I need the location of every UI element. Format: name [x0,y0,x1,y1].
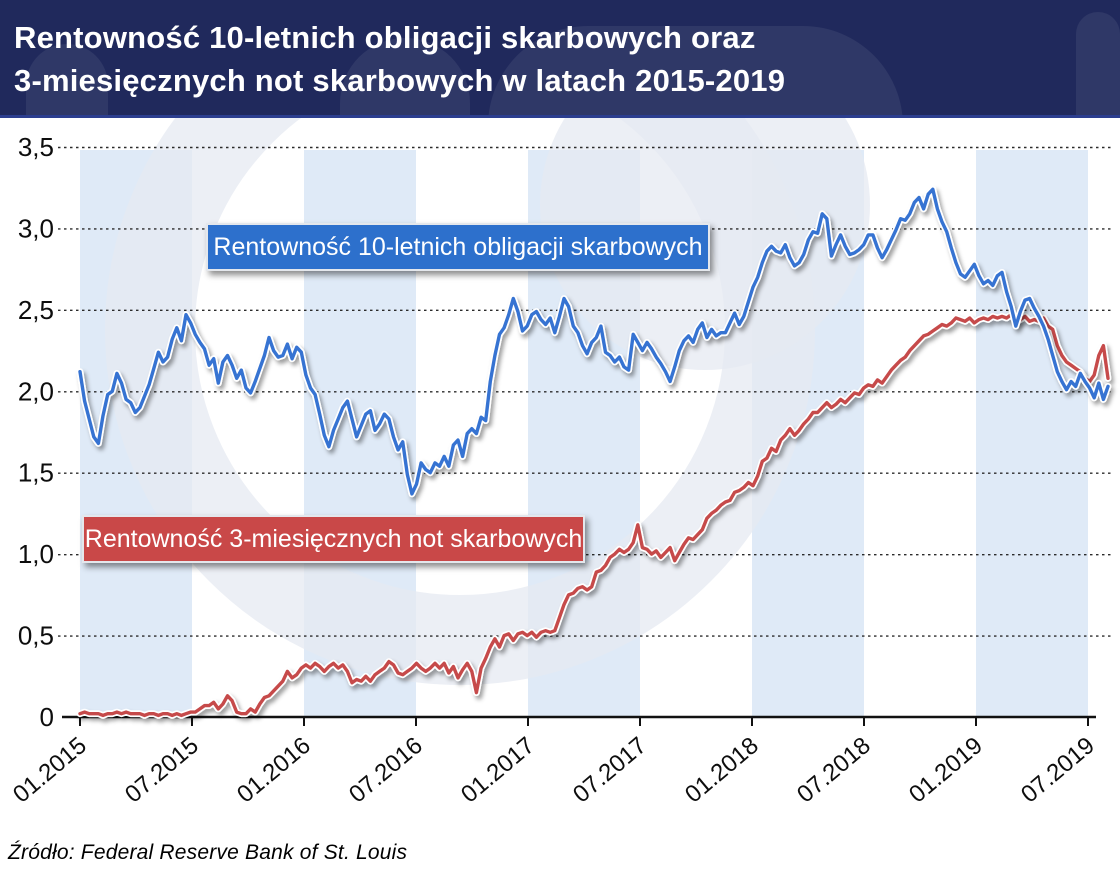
legend-3m-notes: Rentowność 3-miesięcznych not skarbowych [82,515,585,563]
page-title-line-2: 3-miesięcznych not skarbowych w latach 2… [14,63,786,98]
x-tick-label: 07.2018 [792,732,876,808]
y-tick-label: 2,0 [18,376,54,406]
y-tick-label: 2,5 [18,295,54,325]
header-watermark-shape [1076,12,1120,115]
y-tick-label: 1,0 [18,539,54,569]
stripe-band [976,150,1088,717]
y-tick-label: 0 [40,702,54,732]
x-tick-label: 01.2015 [8,732,92,808]
x-tick-label: 07.2016 [344,732,428,808]
y-tick-label: 0,5 [18,621,54,651]
header-watermark-shape [488,26,903,115]
page-title: Rentowność 10-letnich obligacji skarbowy… [0,0,1120,102]
x-tick-label: 07.2017 [568,732,652,808]
header-watermark-shape [26,44,108,115]
source-note: Źródło: Federal Reserve Bank of St. Loui… [8,841,408,864]
y-axis-labels: 3,5 3,0 2,5 2,0 1,5 1,0 0,5 0 [18,132,54,732]
y-tick-label: 3,0 [18,213,54,243]
x-tick-label: 07.2019 [1016,732,1100,808]
watermark-circle [540,40,870,370]
x-tick-label: 01.2016 [232,732,316,808]
x-axis-labels: 01.2015 07.2015 01.2016 07.2016 01.2017 07.20… [8,732,1100,808]
page-title-line-1: Rentowność 10-letnich obligacji skarbowy… [14,20,756,55]
x-tick-label: 01.2017 [456,732,540,808]
x-tick-label: 01.2019 [904,732,988,808]
header: Rentowność 10-letnich obligacji skarbowy… [0,0,1120,118]
legend-10y-bonds: Rentowność 10-letnich obligacji skarbowy… [206,223,710,271]
x-tick-label: 07.2015 [120,732,204,808]
series-lines [76,185,1112,719]
series-line-10y-bonds [78,187,1110,496]
y-tick-label: 3,5 [18,132,54,162]
y-tick-label: 1,5 [18,458,54,488]
x-tick-label: 01.2018 [680,732,764,808]
x-axis [62,715,1096,726]
series-line-3m-notes [78,313,1110,718]
